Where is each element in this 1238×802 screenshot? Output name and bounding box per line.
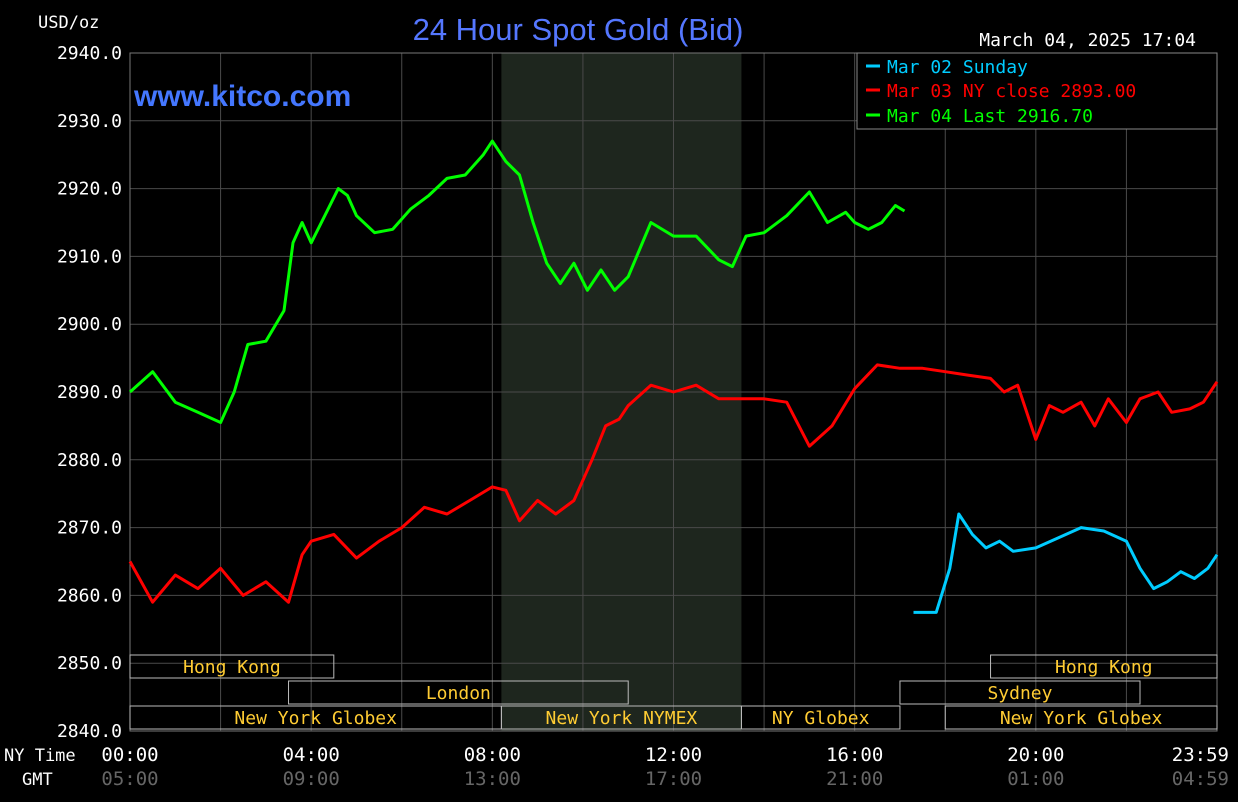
series-line-1 [128, 363, 1219, 604]
market-session-label: New York Globex [1000, 708, 1163, 729]
market-session-box [944, 705, 1218, 730]
x-tick-gmt: 01:00 [1007, 768, 1064, 790]
y-tick-label: 2920.0 [57, 179, 122, 200]
watermark: www.kitco.com [133, 80, 351, 113]
grid-layer [129, 52, 1218, 732]
series-line-2 [913, 512, 1219, 614]
legend-box [856, 52, 1218, 130]
y-tick-label: 2910.0 [57, 246, 122, 267]
x-tick-gmt: 09:00 [283, 768, 340, 790]
legend: Mar 02 Sunday Mar 03 NY close 2893.00 Ma… [856, 52, 1218, 130]
legend-label: Mar 03 NY close 2893.00 [887, 81, 1136, 102]
x-tick-ny: 20:00 [1007, 744, 1064, 766]
chart-title: 24 Hour Spot Gold (Bid) [413, 12, 744, 47]
market-session-label: Hong Kong [183, 657, 281, 678]
x-tick-gmt: 04:59 [1172, 768, 1229, 790]
x-tick-gmt: 05:00 [101, 768, 158, 790]
market-session-label: Sydney [987, 683, 1052, 704]
x-tick-gmt: 17:00 [645, 768, 702, 790]
y-tick-label: 2900.0 [57, 314, 122, 335]
x-tick-ny: 00:00 [101, 744, 158, 766]
x-tick-ny: 04:00 [283, 744, 340, 766]
x-tick-ny: 23:59 [1172, 744, 1229, 766]
unit-label: USD/oz [38, 13, 99, 33]
timestamp: March 04, 2025 17:04 [979, 30, 1196, 51]
x-tick-ny: 08:00 [464, 744, 521, 766]
market-session-box [990, 654, 1218, 679]
y-tick-label: 2890.0 [57, 382, 122, 403]
y-tick-label: 2880.0 [57, 450, 122, 471]
y-tick-label: 2850.0 [57, 653, 122, 674]
x-tick-ny: 16:00 [826, 744, 883, 766]
y-tick-label: 2840.0 [57, 721, 122, 742]
y-tick-label: 2940.0 [57, 43, 122, 64]
series-line-0 [128, 139, 906, 424]
market-session-box [899, 680, 1141, 705]
x-tick-ny: 12:00 [645, 744, 702, 766]
y-tick-label: 2870.0 [57, 518, 122, 539]
gmt-axis-label: GMT [22, 770, 53, 790]
market-session-label: London [426, 683, 491, 704]
x-tick-gmt: 21:00 [826, 768, 883, 790]
market-session-label: New York NYMEX [546, 708, 698, 729]
series-lines [128, 139, 1219, 614]
market-session-label: Hong Kong [1055, 657, 1153, 678]
market-session-box [288, 680, 629, 705]
legend-entry-mar03: Mar 03 NY close 2893.00 [866, 81, 1136, 102]
x-tick-gmt: 13:00 [464, 768, 521, 790]
market-session-box [740, 705, 901, 730]
axis-labels: 2940.0 2930.0 2920.0 2910.0 2900.0 2890.0 2880… [4, 43, 1229, 790]
market-session-label: New York Globex [234, 708, 397, 729]
market-session-box [129, 654, 335, 679]
y-tick-label: 2930.0 [57, 111, 122, 132]
legend-label: Mar 04 Last 2916.70 [887, 106, 1093, 127]
legend-label: Mar 02 Sunday [887, 57, 1028, 78]
y-tick-label: 2860.0 [57, 585, 122, 606]
legend-entry-mar02: Mar 02 Sunday [866, 57, 1028, 78]
market-sessions: Hong Kong London New York Globex New York N… [129, 654, 1218, 730]
market-session-label: NY Globex [772, 708, 870, 729]
legend-entry-mar04: Mar 04 Last 2916.70 [866, 106, 1093, 127]
ny-time-axis-label: NY Time [4, 746, 76, 766]
